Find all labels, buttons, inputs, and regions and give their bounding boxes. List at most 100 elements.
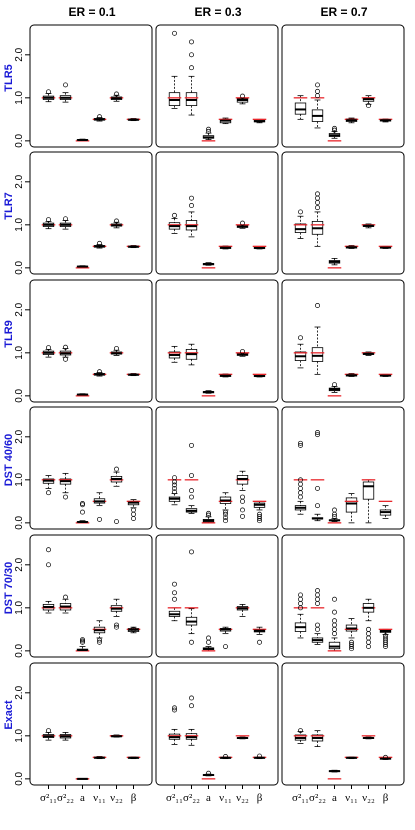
- box-5: [252, 245, 267, 250]
- panel-frame: [281, 151, 405, 275]
- outlier-point: [80, 502, 85, 508]
- row-label-dst-40-60: DST 40/60: [3, 434, 15, 487]
- box-5: [378, 754, 393, 760]
- outlier-point: [332, 618, 337, 624]
- row-label-exact: Exact: [3, 700, 15, 730]
- x-category-label: β: [131, 792, 137, 804]
- panel-frame: [155, 279, 279, 403]
- outlier-point: [97, 516, 102, 522]
- outlier-point: [189, 488, 194, 494]
- panels-layer: 0.0 1.0 2.0 0.0 1.0 2.0 0.0 1.0 2.0 0.0 1.0 2.0 0.0 1…: [14, 24, 405, 804]
- box-4: [109, 218, 124, 229]
- box-1: [310, 730, 325, 747]
- box-4: [235, 735, 250, 740]
- outlier-point: [206, 126, 211, 132]
- outlier-point: [315, 485, 320, 491]
- outlier-point: [189, 473, 194, 478]
- x-category-label: ν₂₂: [362, 792, 375, 804]
- box-0: [293, 95, 308, 120]
- outlier-point: [114, 622, 119, 628]
- box-0: [41, 475, 56, 496]
- box-3: [92, 756, 107, 760]
- outlier-point: [172, 485, 177, 491]
- panel-tlr9-col1: [29, 279, 153, 403]
- box-3: [344, 756, 359, 760]
- y-tick-label: 1.0: [14, 90, 25, 104]
- outlier-point: [240, 513, 245, 519]
- box-5: [378, 628, 393, 649]
- y-tick-label: 0.0: [14, 388, 25, 402]
- y-tick-label: 0.0: [14, 771, 25, 785]
- y-tick-label: 1.0: [14, 345, 25, 359]
- outlier-point: [298, 335, 303, 341]
- panel-frame: [155, 534, 279, 658]
- box-4: [109, 91, 124, 102]
- box-3: [344, 493, 359, 524]
- y-tick-label: 1.0: [14, 217, 25, 231]
- box-1: [58, 216, 73, 230]
- box-4: [235, 603, 250, 617]
- outlier-point: [189, 65, 194, 71]
- panel-dst-70-30-col1: [29, 534, 153, 658]
- outlier-point: [315, 430, 320, 435]
- box-0: [41, 728, 56, 741]
- box-1: [58, 594, 73, 614]
- outlier-point: [80, 639, 85, 645]
- outlier-point: [63, 494, 68, 500]
- outlier-point: [46, 89, 51, 95]
- box-2: [201, 635, 216, 652]
- y-tick-label: 0.0: [14, 260, 25, 274]
- outlier-point: [46, 217, 51, 223]
- outlier-point: [223, 515, 228, 521]
- x-category-label: β: [257, 792, 263, 804]
- box-3: [344, 373, 359, 377]
- outlier-point: [114, 519, 119, 525]
- panel-tlr9-col3: [281, 279, 405, 403]
- box-0: [167, 345, 182, 363]
- box-1: [310, 303, 325, 375]
- box-1: [310, 588, 325, 645]
- outlier-point: [114, 91, 119, 97]
- y-tick-label: 2.0: [14, 685, 25, 699]
- outlier-point: [223, 509, 228, 515]
- outlier-point: [332, 507, 337, 513]
- outlier-point: [46, 490, 51, 496]
- outlier-point: [366, 626, 371, 632]
- panel-frame: [29, 662, 153, 786]
- outlier-point: [114, 346, 119, 351]
- outlier-point: [257, 639, 262, 645]
- outlier-point: [97, 639, 102, 645]
- box-3: [344, 618, 359, 652]
- outlier-point: [189, 442, 194, 448]
- box-5: [252, 500, 267, 524]
- outlier-point: [240, 349, 245, 354]
- y-tick-label: 2.0: [14, 429, 25, 443]
- panel-dst-70-30-col3: [281, 534, 405, 658]
- y-tick-label: 0.0: [14, 133, 25, 147]
- x-category-label: ν₁₁: [93, 792, 106, 804]
- box-1: [58, 344, 73, 362]
- box-5: [126, 118, 141, 122]
- box-1: [310, 430, 325, 522]
- row-labels: TLR5 TLR7 TLR9 DST 40/60 DST 70/30 Exact: [3, 64, 15, 729]
- box-4: [109, 734, 124, 738]
- box-0: [167, 705, 182, 745]
- box-1: [184, 695, 199, 746]
- box-0: [293, 728, 308, 744]
- box-2: [75, 501, 90, 524]
- box-5: [126, 626, 141, 634]
- box-3: [218, 626, 233, 649]
- outlier-point: [257, 513, 262, 519]
- box-5: [378, 245, 393, 249]
- panel-dst-40-60-col2: [155, 406, 279, 530]
- box-5: [126, 499, 141, 521]
- box-2: [201, 262, 216, 269]
- outlier-point: [131, 626, 136, 632]
- box-1: [58, 731, 73, 741]
- outlier-point: [298, 592, 303, 598]
- outlier-point: [223, 518, 228, 524]
- box-0: [293, 592, 308, 639]
- box-iqr: [328, 641, 341, 650]
- x-category-label: σ²₁₁: [292, 792, 309, 804]
